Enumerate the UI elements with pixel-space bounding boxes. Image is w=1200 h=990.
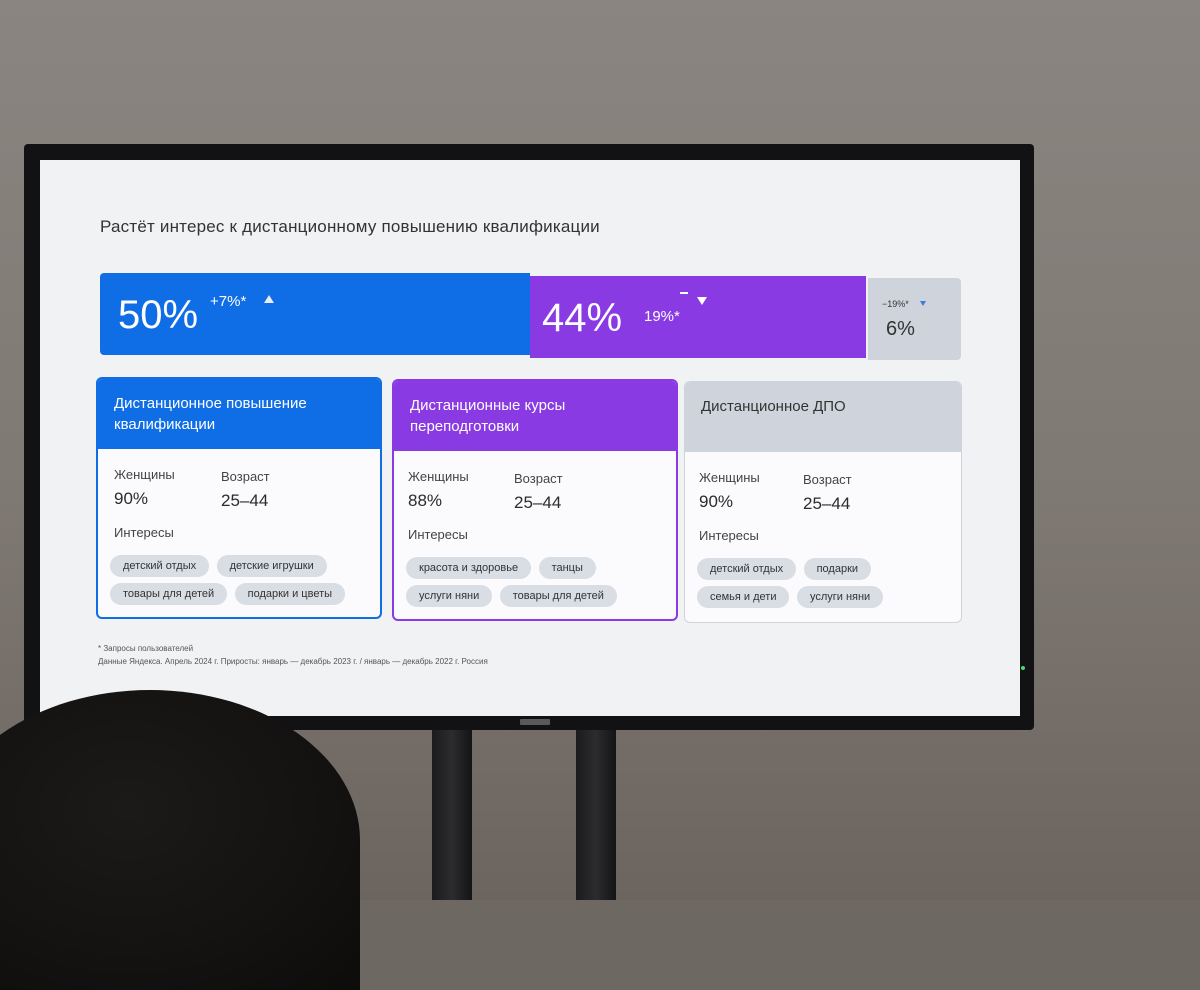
interest-tag: детские игрушки <box>216 555 327 577</box>
interest-tags: детский отдых детские игрушки товары для… <box>110 555 372 611</box>
women-value: 88% <box>408 491 443 510</box>
share-delta: 19%* <box>644 308 680 325</box>
footnote-source: Данные Яндекса. Апрель 2024 г. Приросты:… <box>98 657 488 666</box>
interest-tag: услуги няни <box>406 585 493 607</box>
age-label: Возраст <box>221 469 270 484</box>
interests-label: Интересы <box>114 525 174 540</box>
interest-tag: товары для детей <box>499 585 617 607</box>
share-delta: −19%* <box>882 299 909 309</box>
card-title: Дистанционные курсы переподготовки <box>394 381 676 451</box>
interest-tag: услуги няни <box>796 586 884 608</box>
age-value: 25–44 <box>221 491 269 510</box>
age-value: 25–44 <box>803 494 851 513</box>
footnote-asterisk: * Запросы пользователей <box>98 644 194 653</box>
increase-arrow-icon <box>264 295 274 303</box>
interest-tag: подарки <box>803 558 872 580</box>
interest-tags: детский отдых подарки семья и дети услуг… <box>697 558 959 614</box>
interest-tag: подарки и цветы <box>234 583 346 605</box>
share-delta: +7%* <box>210 293 247 310</box>
women-label: Женщины <box>114 467 175 482</box>
age-label: Возраст <box>803 472 852 487</box>
interest-tag: детский отдых <box>697 558 797 580</box>
decrease-arrow-icon <box>920 301 926 306</box>
card-title: Дистанционное повышение квалификации <box>98 379 380 449</box>
share-bar-upskilling: 50% +7%* <box>100 273 530 355</box>
monitor-brand-logo <box>520 719 550 725</box>
interest-tag: товары для детей <box>110 583 228 605</box>
women-value: 90% <box>114 489 149 508</box>
stand-leg-right <box>576 720 616 900</box>
share-percent: 6% <box>886 318 915 340</box>
audience-card-upskilling: Дистанционное повышение квалификации Жен… <box>96 377 382 619</box>
interests-label: Интересы <box>699 528 759 543</box>
power-led <box>1021 666 1025 670</box>
presentation-slide: Растёт интерес к дистанционному повышени… <box>40 160 1020 716</box>
decrease-arrow-icon <box>697 297 707 305</box>
share-percent: 44% <box>542 296 623 340</box>
audience-card-dpo: Дистанционное ДПО Женщины 90% Возраст 25… <box>684 381 962 623</box>
interest-tags: красота и здоровье танцы услуги няни тов… <box>406 557 668 613</box>
women-value: 90% <box>699 492 734 511</box>
interest-tag: красота и здоровье <box>406 557 532 579</box>
stand-leg-left <box>432 720 472 900</box>
interest-tag: детский отдых <box>110 555 210 577</box>
share-bar-dpo: −19%* 6% <box>868 278 961 360</box>
minus-sign-icon <box>680 292 688 294</box>
age-value: 25–44 <box>514 493 562 512</box>
women-label: Женщины <box>408 469 469 484</box>
share-percent: 50% <box>118 293 199 337</box>
age-label: Возраст <box>514 471 563 486</box>
interest-tag: танцы <box>538 557 596 579</box>
interests-label: Интересы <box>408 527 468 542</box>
card-title: Дистанционное ДПО <box>685 382 961 452</box>
women-label: Женщины <box>699 470 760 485</box>
audience-card-retraining: Дистанционные курсы переподготовки Женщи… <box>392 379 678 621</box>
interest-tag: семья и дети <box>697 586 790 608</box>
slide-title: Растёт интерес к дистанционному повышени… <box>100 217 600 236</box>
share-bar-retraining: 44% 19%* <box>530 276 866 358</box>
